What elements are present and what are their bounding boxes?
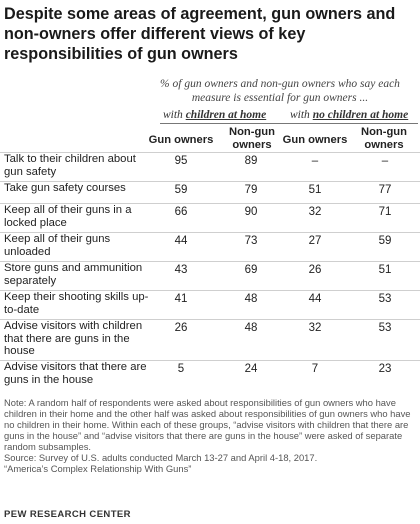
- cell-value: 5: [177, 363, 185, 375]
- cell-value: 89: [244, 155, 258, 167]
- cell-value: 41: [174, 293, 188, 305]
- table-row: Store guns and ammunition separately 43 69…: [0, 261, 420, 290]
- table-row: Take gun safety courses 59 79 51 77: [0, 181, 420, 203]
- cell-value: 66: [174, 206, 188, 218]
- table-row: Talk to their children about gun safety 9…: [0, 152, 420, 181]
- table-row: Keep their shooting skills up-to-date 41 4…: [0, 290, 420, 319]
- cell-value: 32: [308, 322, 322, 334]
- group-label-with-children: with children at home: [163, 109, 266, 121]
- cell-value: 23: [378, 363, 392, 375]
- group-label-no-children: with no children at home: [290, 109, 408, 121]
- report-text: “America’s Complex Relationship With Gun…: [4, 463, 192, 474]
- footnote: Note: A random half of respondents were …: [4, 397, 418, 474]
- cell-value: 44: [174, 235, 188, 247]
- cell-value: 90: [244, 206, 258, 218]
- row-label: Keep all of their guns in a locked place: [4, 204, 132, 229]
- cell-value: 48: [244, 322, 258, 334]
- col-head-gun-owners-with: Gun owners: [148, 134, 214, 146]
- table-row: Advise visitors that there are guns in t…: [0, 360, 420, 389]
- cell-value: 73: [244, 235, 258, 247]
- row-label: Keep their shooting skills up-to-date: [4, 291, 149, 316]
- row-label: Take gun safety courses: [4, 182, 126, 194]
- cell-value: 7: [311, 363, 319, 375]
- group-rule-no-children: [290, 123, 418, 124]
- table-row: Keep all of their guns unloaded 44 73 27 59: [0, 232, 420, 261]
- cell-value: 51: [308, 184, 322, 196]
- row-label: Advise visitors that there are guns in t…: [4, 361, 147, 386]
- group-prefix: with: [290, 109, 313, 121]
- row-label: Store guns and ammunition separately: [4, 262, 143, 287]
- cell-value: 79: [244, 184, 258, 196]
- chart-title: Despite some areas of agreement, gun own…: [4, 5, 396, 63]
- table-row: Keep all of their guns in a locked place…: [0, 203, 420, 232]
- cell-value: –: [381, 155, 389, 167]
- cell-value: 71: [378, 206, 392, 218]
- cell-value: 32: [308, 206, 322, 218]
- group-rule-with-children: [160, 123, 290, 124]
- cell-value: 77: [378, 184, 392, 196]
- cell-value: 27: [308, 235, 322, 247]
- cell-value: 44: [308, 293, 322, 305]
- cell-value: 51: [378, 264, 392, 276]
- cell-value: 26: [174, 322, 188, 334]
- cell-value: 24: [244, 363, 258, 375]
- col-head-gun-owners-without: Gun owners: [282, 134, 348, 146]
- cell-value: 53: [378, 322, 392, 334]
- cell-value: 26: [308, 264, 322, 276]
- row-label: Advise visitors with children that there…: [4, 320, 143, 357]
- pew-logo: PEW RESEARCH CENTER: [4, 509, 131, 520]
- cell-value: 48: [244, 293, 258, 305]
- cell-value: 69: [244, 264, 258, 276]
- source-text: Source: Survey of U.S. adults conducted …: [4, 452, 318, 463]
- col-head-non-owners-with: Non-gun owners: [229, 126, 275, 151]
- group-emphasis: no children at home: [312, 109, 409, 121]
- note-text: Note: A random half of respondents were …: [4, 397, 411, 452]
- chart-subtitle: % of gun owners and non-gun owners who s…: [160, 78, 400, 104]
- group-emphasis: children at home: [185, 109, 267, 121]
- cell-value: 43: [174, 264, 188, 276]
- cell-value: 59: [378, 235, 392, 247]
- cell-value: 53: [378, 293, 392, 305]
- table-row: Advise visitors with children that there…: [0, 319, 420, 360]
- cell-value: 95: [174, 155, 188, 167]
- row-label: Keep all of their guns unloaded: [4, 233, 111, 258]
- row-label: Talk to their children about gun safety: [4, 153, 136, 178]
- col-head-non-owners-without: Non-gun owners: [361, 126, 407, 151]
- group-prefix: with: [163, 109, 186, 121]
- cell-value: 59: [174, 184, 188, 196]
- data-table: Talk to their children about gun safety 9…: [0, 152, 420, 389]
- cell-value: –: [311, 155, 319, 167]
